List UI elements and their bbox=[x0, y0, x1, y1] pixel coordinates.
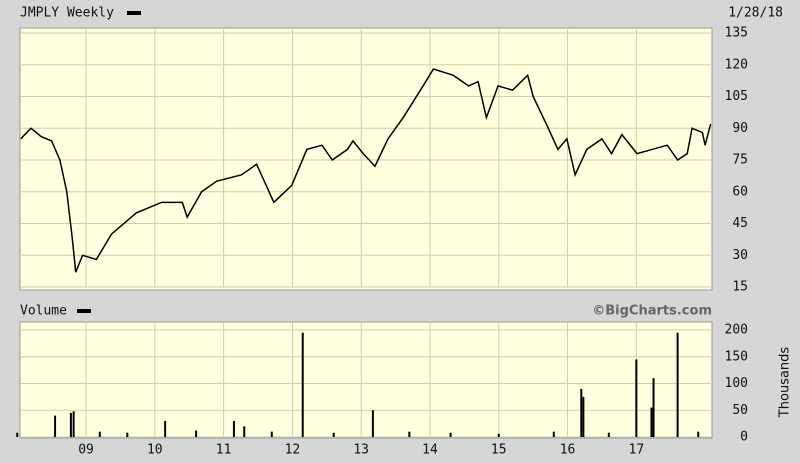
x-tick-label: 13 bbox=[353, 443, 369, 458]
legend-swatch bbox=[77, 309, 91, 313]
volume-bar bbox=[652, 378, 655, 437]
volume-bar bbox=[270, 431, 273, 437]
volume-bar bbox=[69, 412, 72, 437]
volume-bar bbox=[332, 432, 335, 437]
credit: ©BigCharts.com bbox=[592, 304, 712, 319]
y-tick-label: 200 bbox=[725, 323, 748, 338]
volume-panel bbox=[19, 321, 713, 439]
volume-bar bbox=[497, 433, 500, 437]
y-tick-label: 150 bbox=[725, 349, 748, 364]
x-tick-label: 12 bbox=[285, 443, 301, 458]
y-tick-label: 60 bbox=[732, 184, 748, 199]
y-tick-label: 135 bbox=[725, 26, 748, 41]
volume-bar bbox=[408, 431, 411, 437]
y-tick-label: 15 bbox=[732, 280, 748, 295]
volume-bar bbox=[301, 332, 304, 437]
volume-title: Volume bbox=[20, 304, 67, 319]
volume-bar bbox=[582, 396, 585, 437]
price-line bbox=[20, 68, 712, 273]
y-tick-label: 100 bbox=[725, 376, 748, 391]
y-tick-label: 120 bbox=[725, 57, 748, 72]
x-tick-label: 09 bbox=[78, 443, 94, 458]
volume-bar bbox=[650, 407, 653, 437]
volume-bar bbox=[371, 410, 374, 437]
y-axis-label: Thousands bbox=[778, 347, 793, 419]
legend-swatch bbox=[127, 11, 141, 15]
y-tick-label: 50 bbox=[732, 403, 748, 418]
y-tick-label: 0 bbox=[740, 430, 748, 445]
volume-bar bbox=[552, 431, 555, 437]
volume-bar bbox=[635, 359, 638, 437]
x-tick-label: 11 bbox=[216, 443, 232, 458]
x-tick-label: 16 bbox=[560, 443, 576, 458]
y-tick-label: 105 bbox=[725, 89, 748, 104]
price-panel bbox=[19, 27, 713, 291]
y-tick-label: 75 bbox=[732, 153, 748, 168]
volume-bar bbox=[126, 432, 129, 437]
y-tick-label: 30 bbox=[732, 248, 748, 263]
date-label: 1/28/18 bbox=[728, 6, 783, 21]
volume-bar bbox=[54, 415, 57, 437]
x-tick-label: 17 bbox=[629, 443, 645, 458]
volume-bar bbox=[232, 420, 235, 437]
volume-bar bbox=[164, 420, 167, 437]
volume-bar bbox=[676, 332, 679, 437]
x-tick-label: 14 bbox=[422, 443, 438, 458]
x-tick-label: 15 bbox=[491, 443, 507, 458]
chart-title: JMPLY Weekly bbox=[20, 6, 114, 21]
volume-bar bbox=[16, 432, 19, 437]
volume-bar bbox=[580, 388, 583, 437]
y-tick-label: 45 bbox=[732, 216, 748, 231]
volume-bar bbox=[98, 431, 101, 437]
x-tick-label: 10 bbox=[147, 443, 163, 458]
volume-bar bbox=[607, 432, 610, 437]
volume-bar bbox=[195, 430, 198, 437]
volume-bar bbox=[72, 411, 75, 437]
volume-bar bbox=[243, 426, 246, 437]
volume-bar bbox=[449, 432, 452, 437]
y-tick-label: 90 bbox=[732, 121, 748, 136]
volume-bar bbox=[697, 431, 700, 437]
